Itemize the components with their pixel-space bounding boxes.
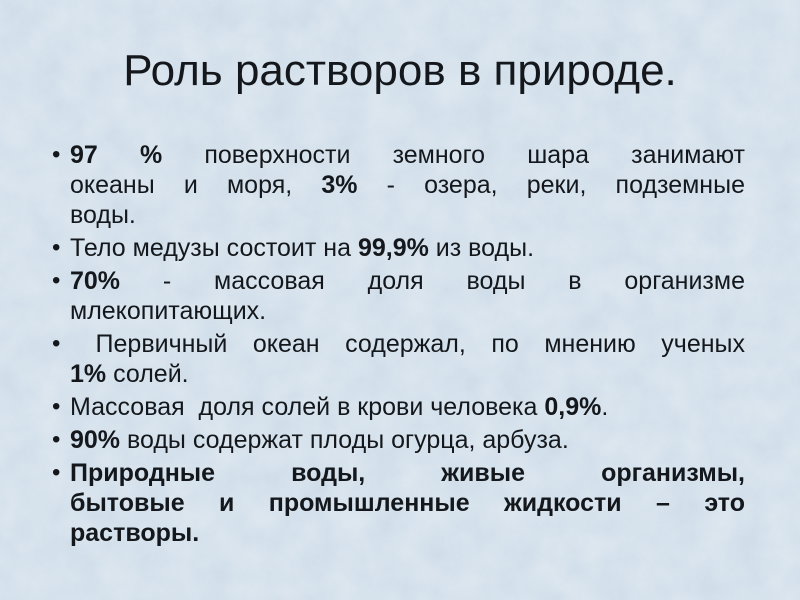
bullet-text: 90% воды содержат плоды огурца, арбуза. <box>70 425 745 455</box>
bullet-text: Тело медузы состоит на 99,9% из воды. <box>70 233 745 263</box>
bullet-text: Массовая доля солей в крови человека 0,9… <box>70 392 745 422</box>
bullet-dot-icon: • <box>52 267 61 294</box>
text-line: Тело медузы состоит на 99,9% из воды. <box>70 234 535 262</box>
text-line: 1% солей. <box>70 360 189 388</box>
text-line: бытовые и промышленные жидкости – это <box>70 489 745 517</box>
slide-content: Роль растворов в природе. • 97 % поверхно… <box>0 45 800 548</box>
text-line: Природные воды, живые организмы, <box>70 459 745 487</box>
bullet-dot-icon: • <box>52 393 61 420</box>
bullet-dot-icon: • <box>52 459 61 486</box>
text-line: океаны и моря, 3% - озера, реки, подземн… <box>70 171 745 199</box>
bullet-text: Природные воды, живые организмы, бытовые … <box>70 458 745 548</box>
text-line: растворы. <box>70 519 200 547</box>
bullet-item: • Массовая доля солей в крови человека 0,… <box>52 392 745 422</box>
text-line: млекопитающих. <box>70 297 267 325</box>
bullet-dot-icon: • <box>52 426 61 453</box>
bullet-item: • Природные воды, живые организмы, бытовые… <box>52 458 745 548</box>
bullet-item: • Тело медузы состоит на 99,9% из воды. <box>52 233 745 263</box>
bullet-item: • 97 % поверхности земного шара занимают о… <box>52 140 745 230</box>
bullet-item: • 90% воды содержат плоды огурца, арбуза. <box>52 425 745 455</box>
bullet-list: • 97 % поверхности земного шара занимают о… <box>52 140 745 548</box>
bullet-dot-icon: • <box>52 141 61 168</box>
text-line: 70% - массовая доля воды в организме <box>70 267 745 295</box>
text-line: воды. <box>70 201 136 229</box>
bullet-text: 70% - массовая доля воды в организме млек… <box>70 266 745 326</box>
bullet-text: 97 % поверхности земного шара занимают ок… <box>70 140 745 230</box>
slide-title: Роль растворов в природе. <box>123 46 677 95</box>
bullet-text: Первичный океан содержал, по мнению учен… <box>70 329 745 389</box>
text-line: Массовая доля солей в крови человека 0,9… <box>70 393 609 421</box>
bullet-item: • Первичный океан содержал, по мнению уч… <box>52 329 745 389</box>
text-line: 97 % поверхности земного шара занимают <box>70 141 746 169</box>
bullet-dot-icon: • <box>52 234 61 261</box>
text-line: Первичный океан содержал, по мнению учен… <box>70 330 745 358</box>
text-line: 90% воды содержат плоды огурца, арбуза. <box>70 426 569 454</box>
bullet-dot-icon: • <box>52 330 61 357</box>
bullet-item: • 70% - массовая доля воды в организме мле… <box>52 266 745 326</box>
